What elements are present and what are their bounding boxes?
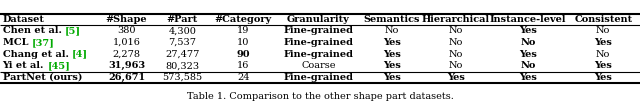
Text: Granularity: Granularity — [287, 15, 350, 24]
Text: No: No — [449, 50, 463, 59]
Text: 4,300: 4,300 — [168, 26, 196, 35]
Text: 2,278: 2,278 — [113, 50, 140, 59]
Text: Yes: Yes — [519, 26, 537, 35]
Text: 27,477: 27,477 — [165, 50, 200, 59]
Text: Yes: Yes — [383, 50, 401, 59]
Text: 1,016: 1,016 — [113, 38, 140, 47]
Text: PartNet (ours): PartNet (ours) — [3, 73, 82, 82]
Text: Fine-grained: Fine-grained — [284, 26, 353, 35]
Text: 24: 24 — [237, 73, 250, 82]
Text: Yes: Yes — [595, 73, 612, 82]
Text: No: No — [385, 26, 399, 35]
Text: Yes: Yes — [383, 38, 401, 47]
Text: Yes: Yes — [519, 50, 537, 59]
Text: 19: 19 — [237, 26, 250, 35]
Text: 26,671: 26,671 — [108, 73, 145, 82]
Text: Fine-grained: Fine-grained — [284, 73, 353, 82]
Text: No: No — [520, 61, 536, 70]
Text: MCL: MCL — [3, 38, 31, 47]
Text: Yes: Yes — [383, 61, 401, 70]
Text: [5]: [5] — [65, 26, 81, 35]
Text: 7,537: 7,537 — [168, 38, 196, 47]
Text: Hierarchical: Hierarchical — [422, 15, 490, 24]
Text: 80,323: 80,323 — [165, 61, 200, 70]
Text: 90: 90 — [236, 50, 250, 59]
Text: #Category: #Category — [214, 15, 272, 24]
Text: 31,963: 31,963 — [108, 61, 145, 70]
Text: Yes: Yes — [383, 73, 401, 82]
Text: Yes: Yes — [447, 73, 465, 82]
Text: Yes: Yes — [595, 61, 612, 70]
Text: Yes: Yes — [595, 38, 612, 47]
Text: 16: 16 — [237, 61, 250, 70]
Text: No: No — [449, 61, 463, 70]
Text: Yi et al.: Yi et al. — [3, 61, 47, 70]
Text: Fine-grained: Fine-grained — [284, 50, 353, 59]
Text: Consistent: Consistent — [574, 15, 632, 24]
Text: #Shape: #Shape — [106, 15, 147, 24]
Text: Dataset: Dataset — [3, 15, 44, 24]
Text: [45]: [45] — [47, 61, 70, 70]
Text: Chen et al.: Chen et al. — [3, 26, 65, 35]
Text: 380: 380 — [117, 26, 136, 35]
Text: Yes: Yes — [519, 73, 537, 82]
Text: No: No — [520, 38, 536, 47]
Text: Coarse: Coarse — [301, 61, 335, 70]
Text: [37]: [37] — [31, 38, 54, 47]
Text: 10: 10 — [237, 38, 250, 47]
Text: Fine-grained: Fine-grained — [284, 38, 353, 47]
Text: Table 1. Comparison to the other shape part datasets.: Table 1. Comparison to the other shape p… — [187, 92, 453, 101]
Text: No: No — [449, 26, 463, 35]
Text: No: No — [596, 50, 611, 59]
Text: #Part: #Part — [167, 15, 198, 24]
Text: Chang et al.: Chang et al. — [3, 50, 72, 59]
Text: Semantics: Semantics — [364, 15, 420, 24]
Text: [4]: [4] — [72, 50, 88, 59]
Text: 573,585: 573,585 — [163, 73, 202, 82]
Text: No: No — [449, 38, 463, 47]
Text: Instance-level: Instance-level — [490, 15, 566, 24]
Text: No: No — [596, 26, 611, 35]
